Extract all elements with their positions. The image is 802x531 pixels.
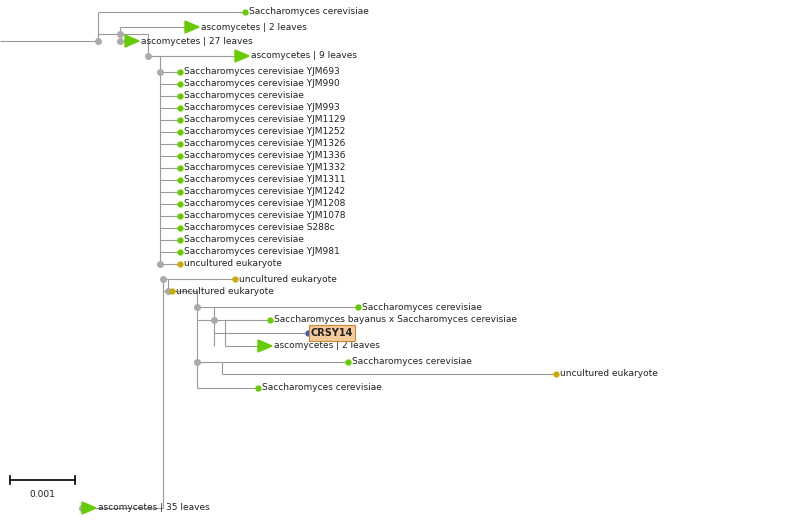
Text: Saccharomyces cerevisiae: Saccharomyces cerevisiae [362, 303, 482, 312]
Text: Saccharomyces bayanus x Saccharomyces cerevisiae: Saccharomyces bayanus x Saccharomyces ce… [274, 315, 517, 324]
Text: ascomycetes | 2 leaves: ascomycetes | 2 leaves [274, 341, 380, 350]
Text: Saccharomyces cerevisiae YJM981: Saccharomyces cerevisiae YJM981 [184, 247, 340, 256]
Text: Saccharomyces cerevisiae YJM1078: Saccharomyces cerevisiae YJM1078 [184, 211, 346, 220]
Text: Saccharomyces cerevisiae: Saccharomyces cerevisiae [184, 236, 304, 244]
Text: uncultured eukaryote: uncultured eukaryote [184, 260, 282, 269]
Text: Saccharomyces cerevisiae YJM990: Saccharomyces cerevisiae YJM990 [184, 80, 340, 89]
Text: Saccharomyces cerevisiae YJM1326: Saccharomyces cerevisiae YJM1326 [184, 140, 346, 149]
Polygon shape [125, 35, 139, 47]
Text: CRSY14: CRSY14 [311, 328, 353, 338]
Text: ascomycetes | 9 leaves: ascomycetes | 9 leaves [251, 52, 357, 61]
Text: Saccharomyces cerevisiae YJM1252: Saccharomyces cerevisiae YJM1252 [184, 127, 345, 136]
Polygon shape [258, 340, 272, 352]
Text: ascomycetes | 35 leaves: ascomycetes | 35 leaves [98, 503, 210, 512]
Text: uncultured eukaryote: uncultured eukaryote [239, 275, 337, 284]
Text: ascomycetes | 27 leaves: ascomycetes | 27 leaves [141, 37, 253, 46]
Text: Saccharomyces cerevisiae: Saccharomyces cerevisiae [352, 357, 472, 366]
Text: Saccharomyces cerevisiae: Saccharomyces cerevisiae [249, 7, 369, 16]
Text: Saccharomyces cerevisiae YJM1208: Saccharomyces cerevisiae YJM1208 [184, 200, 346, 209]
Text: Saccharomyces cerevisiae YJM1242: Saccharomyces cerevisiae YJM1242 [184, 187, 345, 196]
Text: Saccharomyces cerevisiae S288c: Saccharomyces cerevisiae S288c [184, 224, 334, 233]
Text: Saccharomyces cerevisiae YJM1129: Saccharomyces cerevisiae YJM1129 [184, 116, 346, 124]
Polygon shape [235, 50, 249, 62]
Text: ascomycetes | 2 leaves: ascomycetes | 2 leaves [201, 22, 307, 31]
Text: Saccharomyces cerevisiae YJM1332: Saccharomyces cerevisiae YJM1332 [184, 164, 346, 173]
Text: 0.001: 0.001 [30, 490, 55, 499]
Text: Saccharomyces cerevisiae YJM1336: Saccharomyces cerevisiae YJM1336 [184, 151, 346, 160]
Text: Saccharomyces cerevisiae YJM993: Saccharomyces cerevisiae YJM993 [184, 104, 340, 113]
Text: uncultured eukaryote: uncultured eukaryote [176, 287, 273, 295]
Polygon shape [185, 21, 199, 33]
Polygon shape [82, 502, 96, 514]
Text: Saccharomyces cerevisiae YJM1311: Saccharomyces cerevisiae YJM1311 [184, 176, 346, 184]
Text: Saccharomyces cerevisiae: Saccharomyces cerevisiae [262, 383, 382, 392]
Text: Saccharomyces cerevisiae YJM693: Saccharomyces cerevisiae YJM693 [184, 67, 340, 76]
Text: Saccharomyces cerevisiae: Saccharomyces cerevisiae [184, 91, 304, 100]
FancyBboxPatch shape [309, 325, 355, 341]
Text: uncultured eukaryote: uncultured eukaryote [560, 370, 658, 379]
